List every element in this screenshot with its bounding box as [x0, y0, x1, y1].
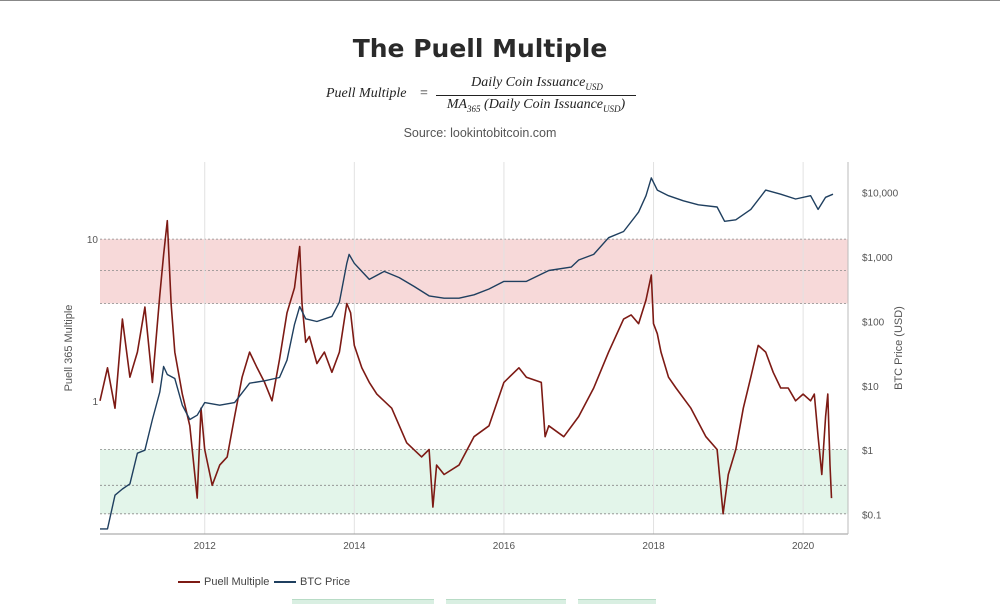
btc-price-line	[100, 177, 834, 530]
legend-swatch-btc	[274, 581, 296, 584]
legend-item-puell[interactable]: Puell Multiple	[178, 576, 269, 588]
top-border	[0, 0, 1000, 1]
left-tick-label-1: 1	[92, 397, 98, 408]
right-tick-label-$100: $100	[862, 317, 885, 328]
formula-fraction-bar	[436, 95, 636, 96]
legend-item-btc[interactable]: BTC Price	[274, 576, 350, 588]
right-tick-label-$10: $10	[862, 382, 879, 393]
right-tick-label-$10,000: $10,000	[862, 189, 899, 200]
left-tick-label-10: 10	[87, 235, 99, 246]
bottom-tab-1[interactable]	[292, 599, 434, 604]
formula-equals: =	[420, 86, 428, 101]
legend-swatch-puell	[178, 581, 200, 584]
right-tick-label-$1: $1	[862, 446, 874, 457]
right-axis-title: BTC Price (USD)	[893, 306, 905, 390]
bottom-tab-3[interactable]	[578, 599, 656, 604]
chart-title: The Puell Multiple	[352, 34, 608, 63]
x-tick-label-2012: 2012	[194, 541, 217, 552]
formula-numerator: Daily Coin IssuanceUSD	[471, 75, 603, 92]
band-overvalued	[100, 239, 848, 304]
x-tick-label-2016: 2016	[493, 541, 516, 552]
x-tick-label-2014: 2014	[343, 541, 366, 552]
formula-lhs: Puell Multiple	[326, 86, 407, 101]
legend-label-btc: BTC Price	[300, 576, 351, 588]
x-tick-label-2020: 2020	[792, 541, 815, 552]
right-tick-label-$0.1: $0.1	[862, 511, 882, 522]
left-axis-title: Puell 365 Multiple	[63, 305, 75, 392]
right-tick-label-$1,000: $1,000	[862, 253, 893, 264]
x-tick-label-2018: 2018	[642, 541, 665, 552]
legend-label-puell: Puell Multiple	[204, 576, 270, 588]
source-note: Source: lookintobitcoin.com	[403, 126, 557, 140]
formula-denominator: MA365 (Daily Coin IssuanceUSD)	[446, 97, 626, 114]
bottom-tab-2[interactable]	[446, 599, 566, 604]
